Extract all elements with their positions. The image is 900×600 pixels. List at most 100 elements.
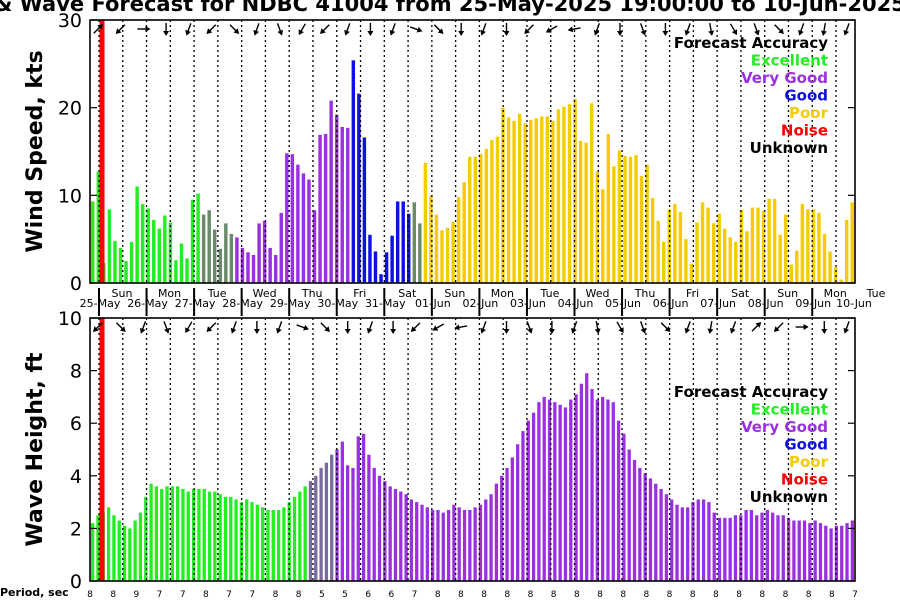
bar bbox=[792, 520, 796, 581]
direction-arrow-icon bbox=[503, 23, 510, 36]
direction-arrow-icon bbox=[639, 321, 647, 334]
bar bbox=[648, 478, 653, 581]
period-value: 6 bbox=[365, 590, 371, 600]
direction-arrow-icon bbox=[433, 24, 444, 34]
bar bbox=[271, 509, 275, 581]
bar bbox=[113, 240, 117, 283]
bar bbox=[346, 465, 350, 581]
bar bbox=[516, 444, 520, 581]
bar bbox=[285, 153, 289, 283]
bar bbox=[756, 207, 760, 283]
bar bbox=[627, 449, 631, 581]
bar bbox=[407, 213, 411, 283]
bar bbox=[845, 523, 849, 581]
bar bbox=[628, 156, 633, 283]
bar bbox=[245, 499, 249, 581]
bar bbox=[160, 488, 164, 581]
bar bbox=[839, 279, 843, 283]
direction-arrow-icon bbox=[480, 23, 487, 36]
period-value: 8 bbox=[504, 590, 510, 600]
bar bbox=[506, 117, 511, 283]
bar bbox=[569, 399, 573, 581]
bar bbox=[567, 104, 572, 283]
direction-arrow-icon bbox=[729, 321, 737, 334]
y-tick-label: 2 bbox=[70, 518, 82, 540]
bar bbox=[246, 252, 250, 283]
bar bbox=[91, 523, 95, 581]
period-value: 8 bbox=[829, 590, 835, 600]
bar bbox=[701, 499, 706, 581]
bar bbox=[168, 222, 173, 283]
day-of-week-label: Fri bbox=[353, 287, 366, 300]
bar bbox=[617, 150, 622, 283]
y-tick-label: 10 bbox=[58, 308, 82, 330]
y-tick-label: 4 bbox=[70, 466, 82, 488]
bar bbox=[638, 467, 642, 581]
bar bbox=[678, 211, 683, 283]
bar bbox=[639, 176, 644, 283]
y-tick-label: 6 bbox=[70, 413, 82, 435]
direction-arrow-icon bbox=[593, 23, 601, 36]
bar bbox=[335, 449, 339, 581]
period-value: 8 bbox=[713, 590, 719, 600]
bar bbox=[165, 486, 169, 581]
bar bbox=[590, 389, 594, 581]
bar bbox=[595, 399, 599, 581]
direction-arrow-icon bbox=[276, 321, 283, 334]
bar bbox=[452, 504, 456, 581]
bar bbox=[388, 486, 392, 581]
bar bbox=[163, 215, 167, 283]
bar bbox=[500, 475, 504, 581]
bar bbox=[361, 433, 366, 581]
bar bbox=[229, 233, 234, 283]
bar bbox=[176, 486, 180, 581]
direction-arrow-icon bbox=[253, 321, 260, 334]
bar bbox=[616, 420, 621, 581]
period-value: 8 bbox=[528, 590, 534, 600]
y-tick-label: 20 bbox=[58, 98, 82, 120]
y-tick-label: 8 bbox=[70, 361, 82, 383]
direction-arrow-icon bbox=[93, 322, 103, 332]
bar bbox=[517, 113, 522, 283]
period-value: 8 bbox=[597, 590, 603, 600]
date-label: 31-May bbox=[365, 297, 406, 310]
bar bbox=[723, 517, 727, 581]
bar bbox=[298, 491, 302, 581]
bar bbox=[457, 507, 461, 581]
direction-arrow-icon bbox=[795, 324, 809, 330]
bar bbox=[409, 499, 414, 581]
bar bbox=[468, 156, 472, 283]
bar bbox=[384, 252, 389, 283]
direction-arrow-icon bbox=[567, 26, 581, 33]
bar bbox=[643, 473, 647, 581]
bar bbox=[562, 106, 566, 283]
bar bbox=[844, 219, 849, 283]
bar bbox=[783, 214, 788, 283]
bar bbox=[806, 209, 810, 283]
bar bbox=[201, 214, 206, 283]
direction-arrow-icon bbox=[594, 320, 601, 334]
bar bbox=[213, 491, 217, 581]
bar bbox=[91, 201, 95, 283]
direction-arrow-icon bbox=[276, 23, 284, 36]
legend-item: Poor bbox=[789, 453, 829, 471]
direction-arrow-icon bbox=[660, 322, 671, 332]
bar bbox=[689, 263, 694, 283]
direction-arrow-icon bbox=[458, 23, 465, 36]
bar bbox=[133, 520, 137, 581]
bar bbox=[755, 515, 759, 581]
direction-arrow-icon bbox=[230, 321, 237, 334]
bar bbox=[268, 247, 272, 283]
bar bbox=[574, 394, 578, 581]
period-value: 5 bbox=[342, 590, 348, 600]
bar bbox=[664, 494, 669, 581]
bar bbox=[170, 486, 174, 581]
bar bbox=[579, 383, 584, 581]
bar bbox=[654, 483, 658, 581]
bar bbox=[229, 496, 233, 581]
bar bbox=[680, 507, 684, 581]
bar bbox=[307, 179, 311, 283]
day-of-week-label: Sun bbox=[112, 287, 133, 300]
direction-arrow-icon bbox=[366, 321, 374, 334]
y-axis-label: Wave Height, ft bbox=[23, 352, 48, 547]
